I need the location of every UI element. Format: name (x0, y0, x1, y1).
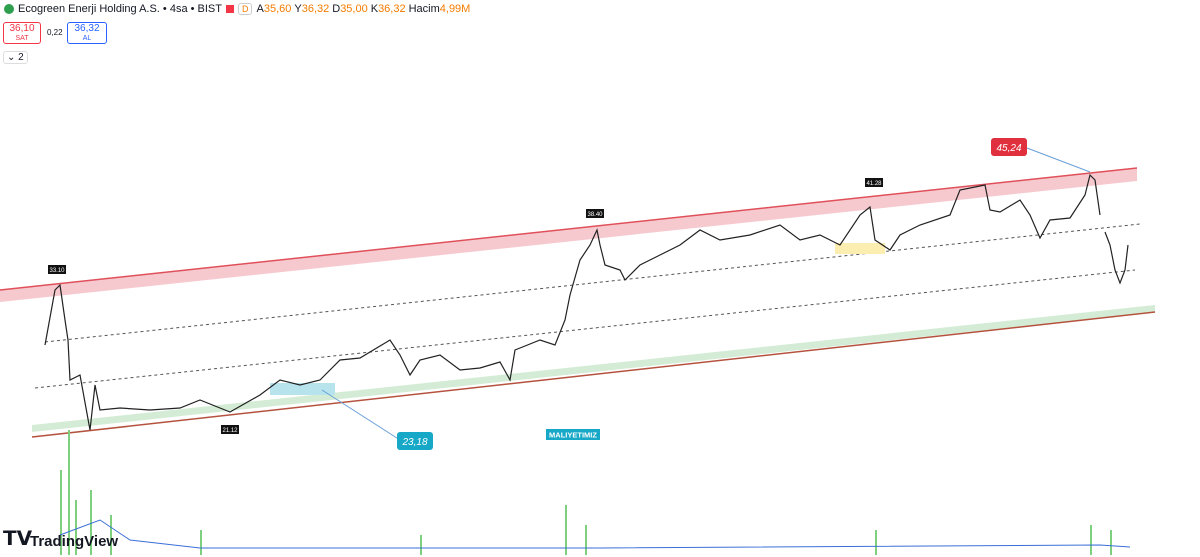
indicator-count: 2 (18, 52, 24, 63)
spread: 0,22 (47, 28, 63, 37)
cost-box (546, 429, 600, 440)
ohlc: A35,60 Y36,32 D35,00 K36,32 Hacim4,99M (256, 3, 473, 15)
resistance-line (0, 167, 1138, 291)
ohlc-key: Y (294, 3, 302, 15)
brand: TradingView (30, 533, 118, 550)
price-label: 21.12 (222, 428, 238, 434)
resistance-band (0, 168, 1137, 302)
mid-line (34, 269, 1136, 389)
sell-price: 36,10 (9, 23, 35, 34)
label-box (865, 178, 883, 187)
symbol-title: Ecogreen Enerji Holding A.S. • 4sa • BIS… (18, 3, 222, 15)
support-band (32, 305, 1155, 432)
ohlc-value: 4,99M (439, 3, 471, 15)
support-box (397, 432, 433, 450)
cost-label: MALIYETIMIZ (549, 431, 597, 440)
indicator-toggle[interactable]: ⌄ 2 (3, 51, 28, 64)
brand-logo: 𝗧𝗩 (3, 528, 33, 550)
ohlc-key: Hacim (408, 3, 440, 15)
sell-button[interactable]: 36,10 SAT (3, 22, 41, 44)
label-box (586, 209, 604, 218)
buy-button[interactable]: 36,32 AL (67, 22, 107, 44)
ohlc-key: K (370, 3, 379, 15)
buy-price: 36,32 (74, 23, 100, 34)
ohlc-value: 36,32 (378, 3, 406, 15)
ohlc-value: 35,00 (340, 3, 368, 15)
header: Ecogreen Enerji Holding A.S. • 4sa • BIS… (4, 3, 473, 15)
volume (60, 430, 1112, 555)
volume-average (59, 519, 1131, 549)
price-label: 38.40 (587, 212, 603, 218)
price-line (1104, 231, 1129, 285)
support-zone (270, 383, 335, 395)
peak-label: 45,24 (996, 143, 1021, 154)
price-line (44, 173, 1101, 431)
support-line (31, 311, 1156, 438)
connector (1026, 147, 1091, 173)
label-box (48, 265, 66, 274)
support-label: 23,18 (401, 437, 427, 448)
flag (225, 5, 234, 13)
peak-box (991, 138, 1027, 156)
session-badge: D (237, 3, 253, 15)
price-label: 41.28 (866, 181, 882, 187)
sell-label: SAT (15, 35, 29, 42)
ohlc-value: 35,60 (263, 3, 292, 15)
price-label: 33.10 (49, 268, 65, 274)
connector (321, 389, 401, 441)
ohlc-value: 36,32 (301, 3, 330, 15)
ohlc-key: D (332, 3, 341, 15)
label-box (221, 425, 239, 434)
buy-label: AL (82, 35, 92, 42)
symbol-icon (4, 4, 14, 14)
ohlc-key: A (256, 3, 264, 15)
cost-zone (835, 243, 885, 254)
